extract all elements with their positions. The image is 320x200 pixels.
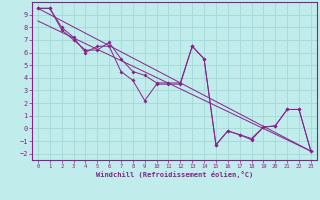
X-axis label: Windchill (Refroidissement éolien,°C): Windchill (Refroidissement éolien,°C): [96, 171, 253, 178]
